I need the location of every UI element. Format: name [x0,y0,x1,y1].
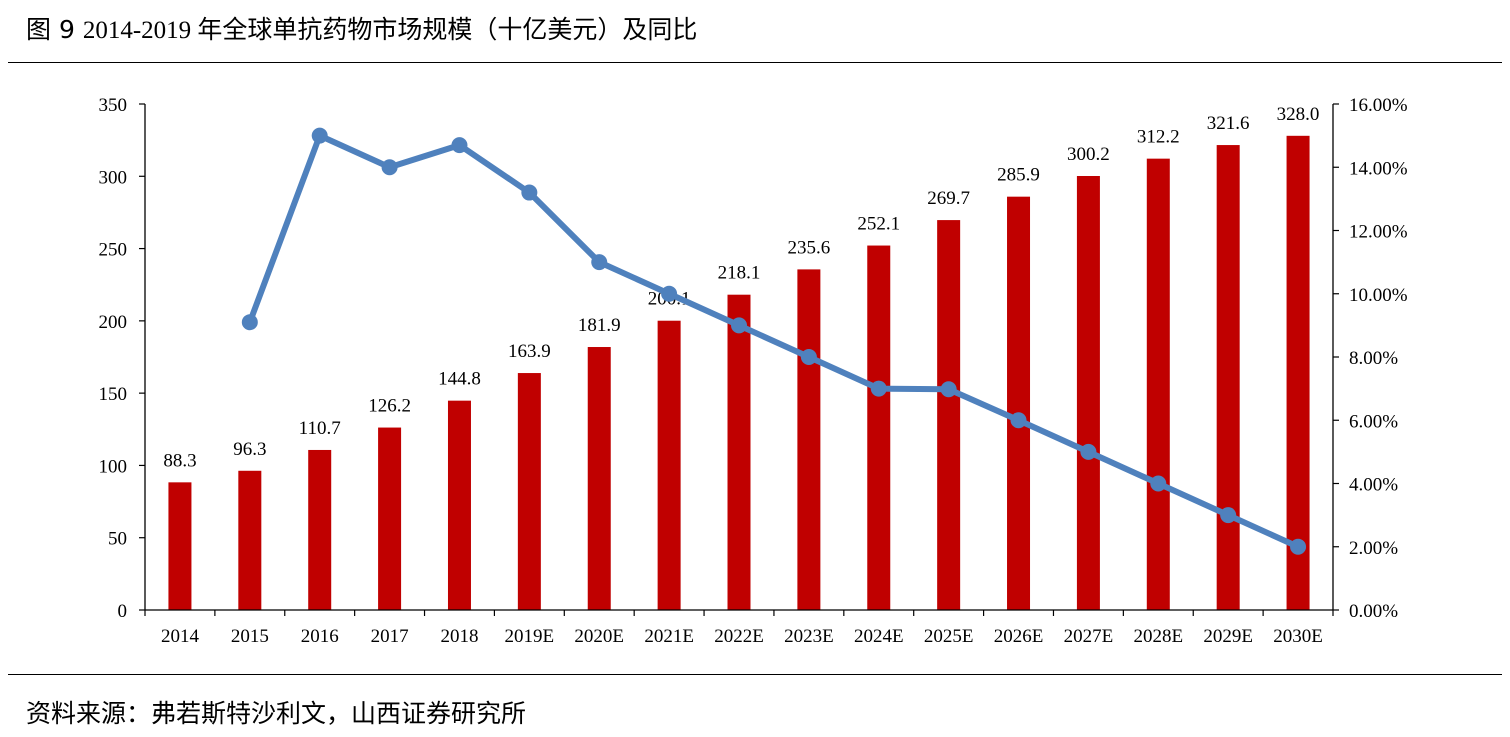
x-tick-label: 2017 [371,626,409,647]
bar-data-labels: 88.396.3110.7126.2144.8163.9181.9200.121… [163,104,1319,472]
x-tick-label: 2015 [231,626,269,647]
growth-point-2028E [1150,475,1167,492]
bar-2016 [308,449,332,610]
bottom-rule [8,674,1502,675]
bar-label-2030E: 328.0 [1277,104,1320,125]
figure-number: 图 9 [26,15,75,44]
bar-label-2026E: 285.9 [997,165,1040,186]
y-left-tick-label: 250 [99,240,128,261]
bar-label-2025E: 269.7 [927,188,970,209]
x-tick-label: 2022E [714,626,764,647]
bar-label-2023E: 235.6 [788,237,831,258]
growth-point-2024E [870,380,887,397]
y-right-tick-label: 4.00% [1349,475,1398,496]
y-left-tick-label: 0 [118,601,128,622]
growth-point-2015 [241,314,258,331]
line-series [241,127,1307,555]
bar-2026E [1007,196,1031,611]
x-tick-label: 2023E [784,626,834,647]
growth-point-2017 [381,159,398,176]
bar-2024E [867,245,891,611]
bar-2030E [1286,135,1310,610]
y-left-tick-label: 200 [99,312,128,333]
x-tick-label: 2021E [644,626,694,647]
bar-2029E [1216,145,1240,610]
bar-2017 [378,427,402,610]
x-tick-label: 2027E [1064,626,1114,647]
x-tick-label: 2025E [924,626,974,647]
y-left-tick-label: 350 [99,95,128,116]
y-right-tick-label: 14.00% [1349,158,1408,179]
y-right-tick-label: 16.00% [1349,95,1408,116]
bar-2019E [517,373,541,610]
growth-point-2018 [451,137,468,154]
y-left-tick-label: 150 [99,384,128,405]
x-tick-label: 2024E [854,626,904,647]
bar-label-2016: 110.7 [299,418,341,439]
growth-point-2022E [731,317,747,334]
bar-2018 [447,400,471,610]
bar-2014 [168,482,192,610]
growth-point-2029E [1220,507,1237,524]
bar-2022E [727,294,751,610]
source-note: 资料来源：弗若斯特沙利文，山西证券研究所 [26,699,527,728]
y-left-tick-label: 300 [99,167,128,188]
bar-label-2017: 126.2 [368,396,411,417]
growth-point-2019E [521,184,538,201]
growth-point-2027E [1080,443,1097,460]
bar-2028E [1146,158,1170,610]
growth-point-2030E [1290,538,1307,555]
x-tick-label: 2019E [505,626,555,647]
bar-2015 [238,470,262,610]
y-right-tick-label: 0.00% [1349,601,1398,622]
bar-2023E [797,269,821,610]
bar-2021E [657,320,681,610]
combo-chart: 88.396.3110.7126.2144.8163.9181.9200.121… [99,95,1408,647]
growth-point-2021E [661,285,678,302]
x-tick-label: 2030E [1273,626,1323,647]
growth-point-2020E [591,254,608,271]
y-right-tick-label: 12.00% [1349,222,1408,243]
y-right-tick-label: 2.00% [1349,538,1398,559]
bar-2027E [1076,176,1100,610]
x-tick-label: 2020E [574,626,624,647]
bar-label-2022E: 218.1 [718,263,761,284]
bar-label-2024E: 252.1 [857,214,900,235]
bar-label-2014: 88.3 [163,450,196,471]
y-right-tick-label: 8.00% [1349,348,1398,369]
x-tick-label: 2014 [161,626,200,647]
bar-2025E [937,220,961,610]
growth-point-2026E [1010,412,1027,429]
x-tick-label: 2018 [440,626,478,647]
bar-label-2027E: 300.2 [1067,144,1110,165]
bar-label-2015: 96.3 [233,439,266,460]
growth-point-2025E [940,381,957,398]
x-tick-label: 2016 [301,626,339,647]
growth-point-2016 [311,127,328,144]
bar-label-2019E: 163.9 [508,341,551,362]
y-right-tick-label: 6.00% [1349,411,1398,432]
growth-line [246,132,1302,550]
y-left-tick-label: 50 [108,529,127,550]
figure-title: 图 9 2014-2019 年全球单抗药物市场规模（十亿美元）及同比 [26,10,697,46]
bar-label-2028E: 312.2 [1137,127,1180,148]
bar-series [168,135,1310,611]
y-left-tick-label: 100 [99,456,128,477]
bar-2020E [587,347,611,610]
chart-axes: 0 50 100 150 200 250 300 350 0.00% 2.00% 4.00% 6.00… [99,95,1408,647]
figure-title-text: 2014-2019 年全球单抗药物市场规模（十亿美元）及同比 [82,17,698,44]
x-tick-label: 2029E [1203,626,1253,647]
bar-label-2020E: 181.9 [578,315,621,336]
bar-label-2029E: 321.6 [1207,113,1250,134]
growth-point-2023E [800,349,817,365]
x-tick-label: 2028E [1133,626,1183,647]
bar-label-2018: 144.8 [438,369,481,390]
y-right-tick-label: 10.00% [1349,285,1408,306]
top-rule [8,62,1502,63]
x-tick-label: 2026E [994,626,1044,647]
